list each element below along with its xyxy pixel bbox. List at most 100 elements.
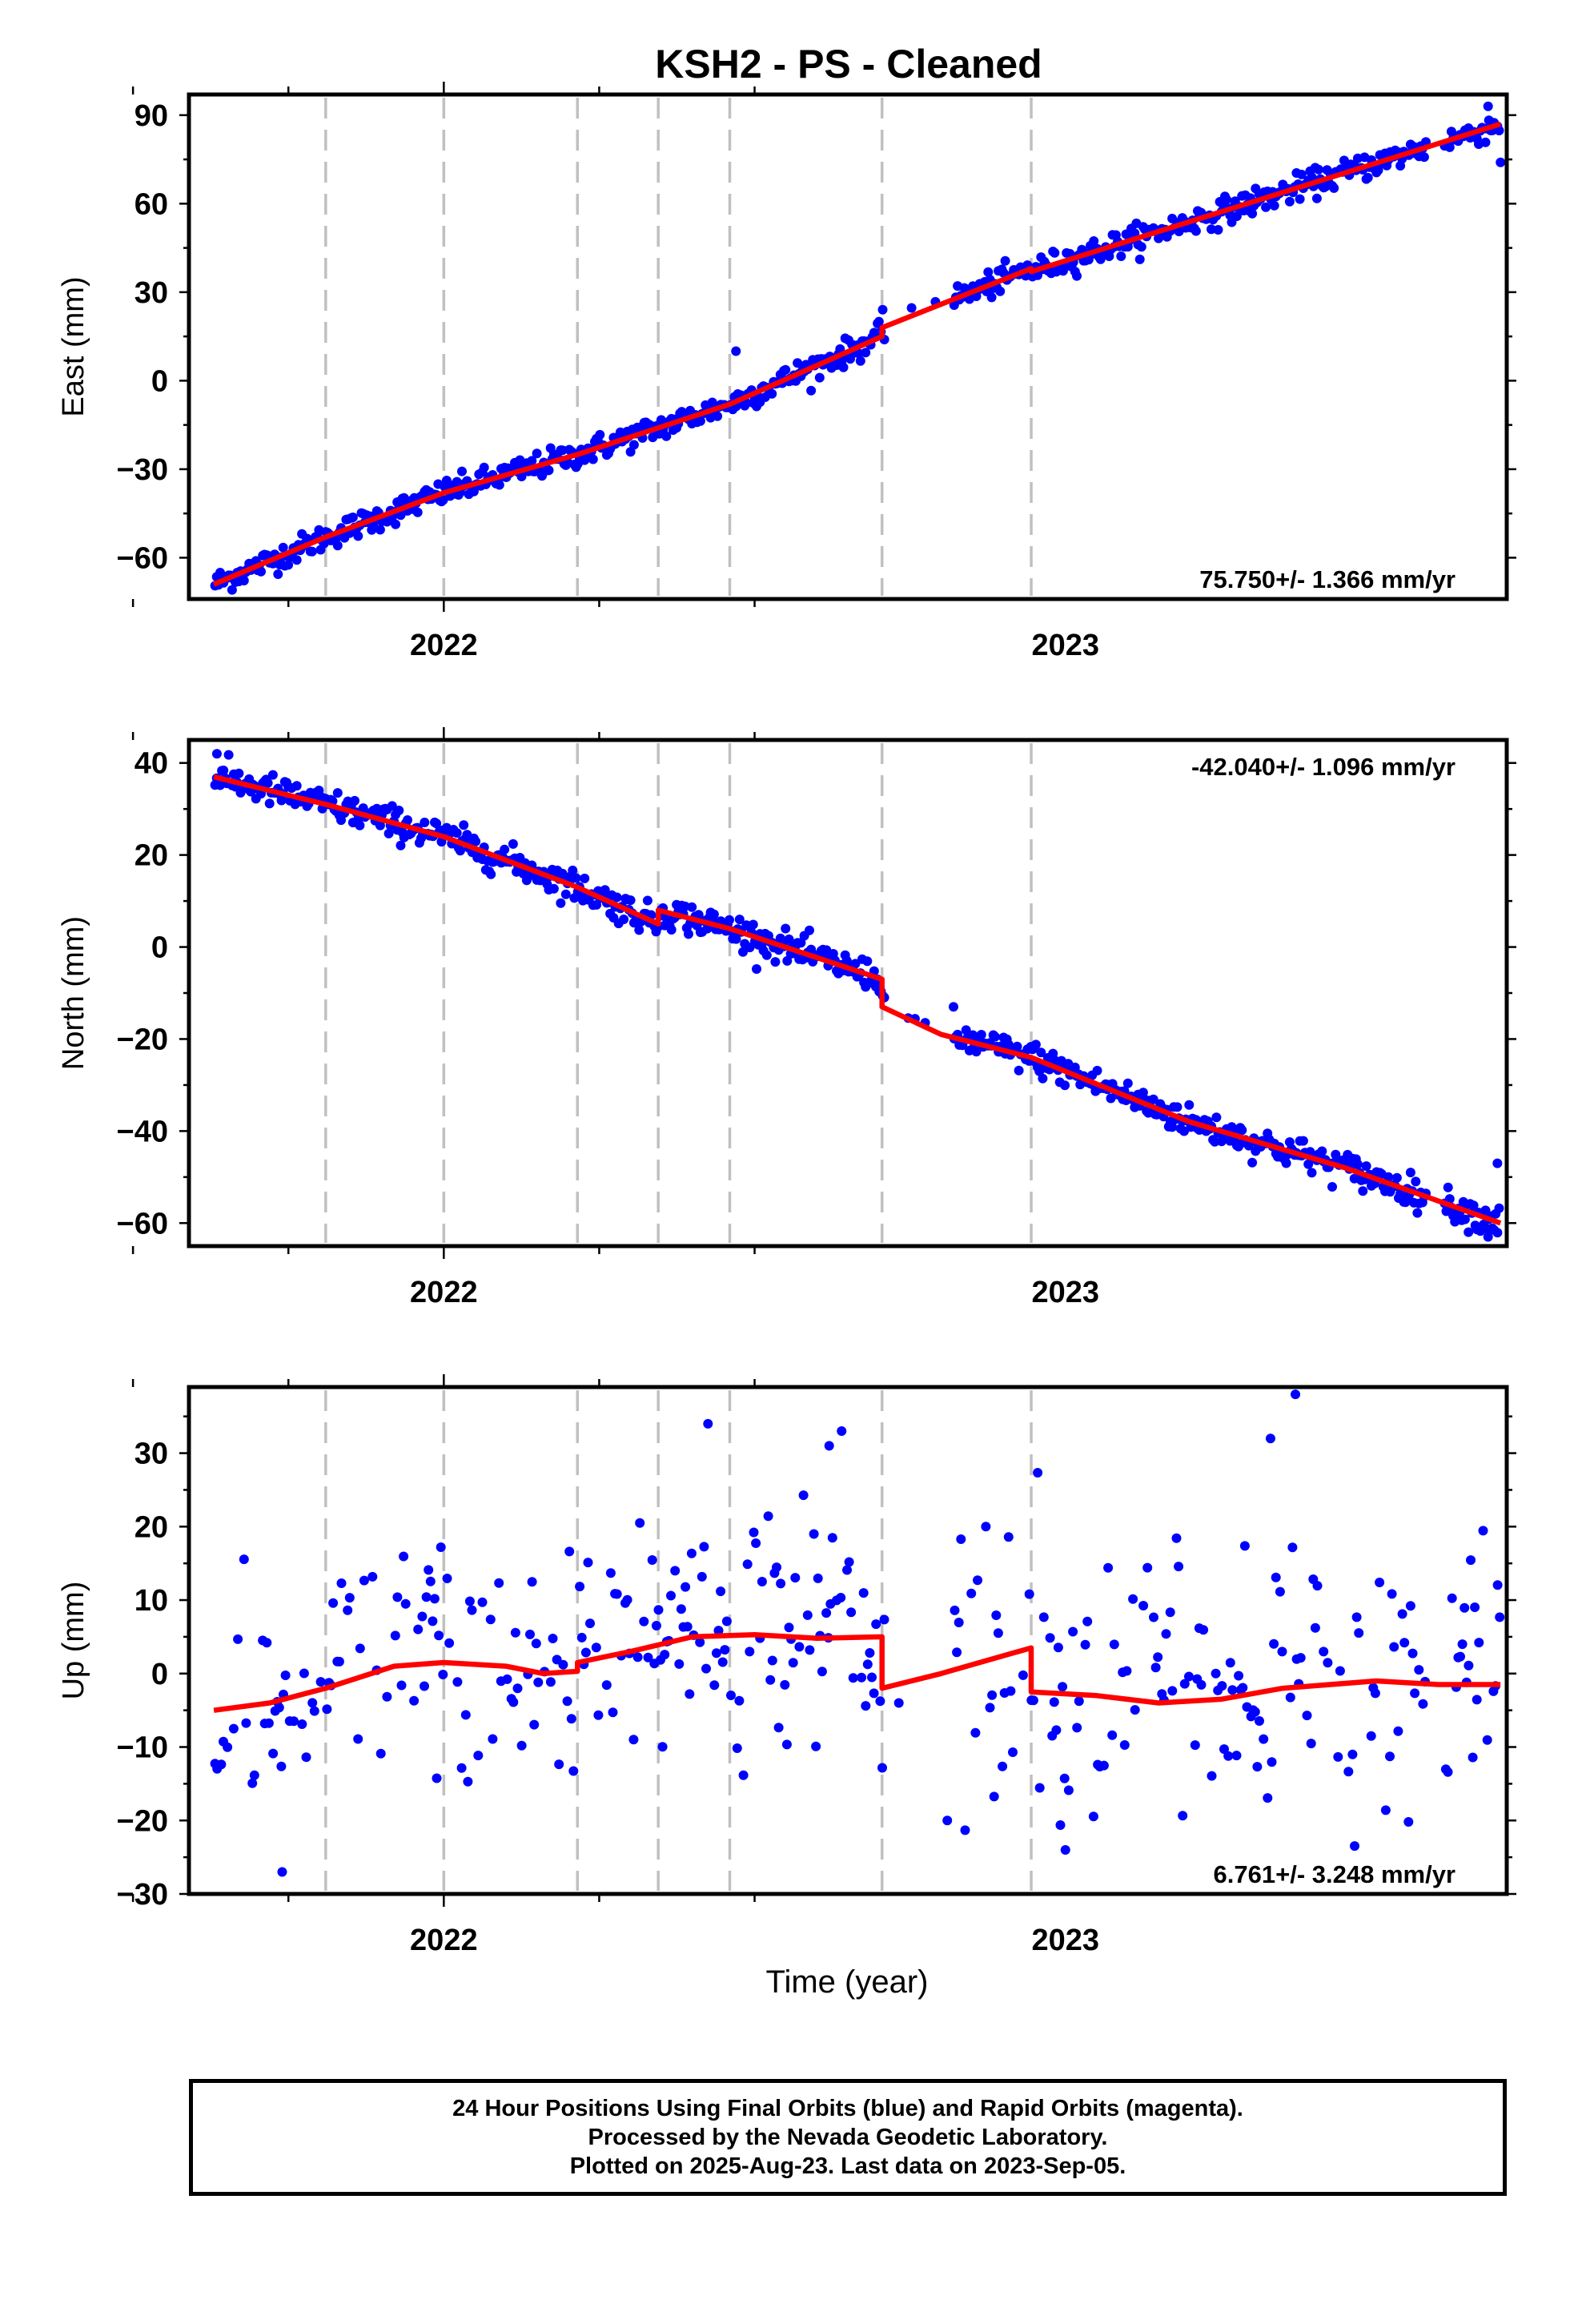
data-point [1142, 1562, 1153, 1573]
data-point [1219, 1744, 1229, 1755]
data-point [1222, 195, 1232, 205]
data-point [811, 1741, 821, 1751]
y-tick-label: 20 [135, 1510, 168, 1544]
data-point [334, 1656, 344, 1667]
up-y-axis-label: Up (mm) [57, 1582, 90, 1700]
data-point [502, 1674, 512, 1684]
data-point [709, 1680, 720, 1691]
data-point [247, 1778, 258, 1788]
data-point [394, 806, 404, 815]
data-point [375, 1748, 386, 1759]
data-point [382, 1691, 392, 1702]
data-point [239, 1554, 249, 1565]
data-point [1165, 1607, 1175, 1618]
east-rate-label: 75.750+/- 1.366 mm/yr [1199, 565, 1456, 593]
data-point [765, 1675, 776, 1685]
data-point [1247, 1157, 1258, 1168]
data-point [1492, 1580, 1503, 1590]
data-point [734, 915, 745, 925]
data-point [628, 1735, 639, 1745]
data-point [1375, 1578, 1385, 1587]
data-point [1050, 247, 1060, 258]
data-point [533, 1677, 544, 1687]
data-point [653, 1605, 664, 1615]
data-point [328, 1598, 339, 1608]
data-point [278, 542, 288, 553]
data-point [1068, 1626, 1078, 1637]
north-y-axis-label: North (mm) [57, 916, 90, 1070]
data-point [1468, 1752, 1478, 1763]
y-tick-label: 0 [151, 931, 168, 965]
data-point [390, 1630, 400, 1641]
data-point [219, 766, 229, 775]
data-point [1411, 1176, 1421, 1187]
data-point [1080, 1639, 1090, 1650]
data-point [1211, 1668, 1221, 1679]
data-point [299, 1668, 309, 1679]
data-point [1495, 1612, 1505, 1622]
data-point [956, 1534, 966, 1544]
data-point [1466, 1555, 1476, 1566]
data-point [442, 1574, 452, 1583]
data-point [508, 1697, 519, 1707]
data-point [444, 1638, 455, 1648]
data-point [763, 1511, 773, 1522]
data-point [1030, 1039, 1041, 1050]
data-point [1350, 1841, 1359, 1852]
y-tick-label: 90 [135, 99, 168, 133]
y-tick-label: 10 [135, 1584, 168, 1618]
data-point [583, 1558, 593, 1568]
data-point [1211, 1112, 1222, 1123]
data-point [460, 1710, 471, 1720]
data-point [732, 1743, 742, 1753]
data-point [1472, 1695, 1482, 1705]
data-point [412, 507, 423, 517]
data-point [686, 1548, 697, 1558]
data-point [1174, 1562, 1184, 1572]
data-point [1045, 1633, 1055, 1643]
data-point [971, 1047, 982, 1057]
data-point [241, 1718, 251, 1728]
data-point [428, 1616, 438, 1626]
data-point [1393, 1726, 1403, 1736]
data-point [1231, 1751, 1242, 1761]
data-point [1089, 236, 1099, 246]
data-point [457, 466, 467, 476]
data-point [588, 454, 598, 464]
data-point [780, 1679, 790, 1690]
data-point [1038, 1612, 1049, 1622]
data-point [1333, 1751, 1343, 1762]
data-point [1277, 1647, 1287, 1657]
data-point [1179, 1679, 1190, 1689]
data-point [527, 1577, 537, 1587]
data-point [434, 1630, 444, 1641]
data-point [1051, 1725, 1062, 1735]
up-rate-label: 6.761+/- 3.248 mm/yr [1214, 1860, 1456, 1888]
data-point [1302, 1711, 1312, 1721]
data-point [1412, 1208, 1423, 1218]
data-point [1012, 1041, 1022, 1051]
data-point [725, 915, 734, 925]
data-point [1122, 1666, 1132, 1676]
data-point [986, 292, 997, 303]
panel-east: −60 −30 0 30 60 90 2022 2023 East (mm) 75.750+/- … [57, 82, 1516, 662]
data-point [233, 1634, 243, 1644]
x-tick-label: 2023 [1031, 1924, 1099, 1957]
data-point [751, 1538, 761, 1548]
data-point [1323, 1658, 1333, 1668]
data-point [635, 1518, 645, 1528]
data-point [531, 1638, 541, 1649]
y-tick-label: −60 [117, 541, 168, 575]
data-point [532, 448, 542, 459]
data-point [798, 1490, 809, 1501]
data-point [1335, 1666, 1345, 1676]
data-point [850, 959, 861, 969]
data-point [1088, 1811, 1098, 1822]
y-tick-label: 0 [151, 1658, 168, 1691]
data-point [355, 1643, 365, 1654]
data-point [813, 1573, 823, 1583]
data-point-outlier [942, 1815, 953, 1826]
data-point [1014, 1065, 1024, 1076]
data-point [1410, 1688, 1420, 1699]
data-point [548, 883, 559, 894]
